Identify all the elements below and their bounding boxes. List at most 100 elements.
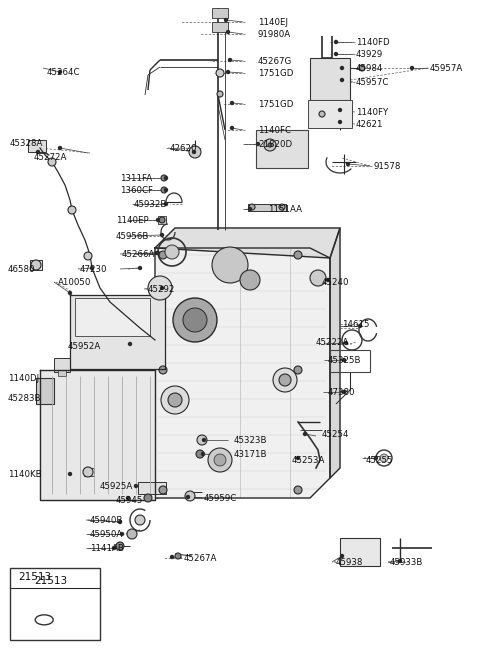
Circle shape xyxy=(203,439,205,441)
Text: 45984: 45984 xyxy=(356,64,384,73)
Circle shape xyxy=(338,121,341,123)
Text: 45945: 45945 xyxy=(116,496,144,505)
Text: 45940B: 45940B xyxy=(90,516,123,525)
Bar xyxy=(308,100,352,128)
Circle shape xyxy=(83,467,93,477)
Text: 21513: 21513 xyxy=(18,572,51,582)
Text: 1140EJ: 1140EJ xyxy=(258,18,288,27)
Text: 42621: 42621 xyxy=(356,120,384,129)
Text: 45957A: 45957A xyxy=(430,64,463,73)
Circle shape xyxy=(139,267,142,269)
Bar xyxy=(212,22,228,32)
Bar xyxy=(138,482,166,494)
Bar xyxy=(310,58,350,100)
Text: 14615: 14615 xyxy=(342,320,370,329)
Bar xyxy=(84,468,94,476)
Text: 45264C: 45264C xyxy=(47,68,81,77)
Bar xyxy=(212,8,228,18)
Bar xyxy=(54,358,70,372)
Circle shape xyxy=(161,175,167,181)
Circle shape xyxy=(68,206,76,214)
Text: 45283B: 45283B xyxy=(8,394,41,403)
Text: 1151AA: 1151AA xyxy=(268,205,302,214)
Circle shape xyxy=(230,102,233,104)
Circle shape xyxy=(214,454,226,466)
Text: 21513: 21513 xyxy=(34,576,67,586)
Bar xyxy=(10,568,100,640)
Circle shape xyxy=(185,491,195,501)
Circle shape xyxy=(297,456,300,460)
Text: 45323B: 45323B xyxy=(234,436,267,445)
Circle shape xyxy=(374,456,377,460)
Circle shape xyxy=(116,542,124,550)
Circle shape xyxy=(216,69,224,77)
Circle shape xyxy=(310,270,326,286)
Circle shape xyxy=(159,486,167,494)
Circle shape xyxy=(183,308,207,332)
Text: 45952A: 45952A xyxy=(68,342,101,351)
Circle shape xyxy=(168,393,182,407)
Circle shape xyxy=(127,529,137,539)
Text: 45240: 45240 xyxy=(322,278,349,287)
Circle shape xyxy=(127,497,130,499)
Circle shape xyxy=(91,267,94,269)
Text: 46580: 46580 xyxy=(8,265,36,274)
Circle shape xyxy=(69,473,72,475)
Text: 47380: 47380 xyxy=(328,388,356,397)
Circle shape xyxy=(345,342,348,344)
Circle shape xyxy=(48,158,56,166)
Circle shape xyxy=(196,450,204,458)
Circle shape xyxy=(36,151,39,153)
Circle shape xyxy=(161,386,189,414)
Circle shape xyxy=(343,391,346,394)
Polygon shape xyxy=(40,370,155,500)
Circle shape xyxy=(170,556,173,559)
Circle shape xyxy=(159,251,167,259)
Circle shape xyxy=(340,67,344,70)
Text: 1140FD: 1140FD xyxy=(356,38,390,47)
Bar xyxy=(30,260,42,270)
Circle shape xyxy=(228,59,231,61)
Bar xyxy=(28,140,46,152)
Circle shape xyxy=(59,70,61,74)
Text: 45325B: 45325B xyxy=(328,356,361,365)
Text: 45272A: 45272A xyxy=(34,153,67,162)
Circle shape xyxy=(197,435,207,445)
Circle shape xyxy=(347,162,349,166)
Text: 45956B: 45956B xyxy=(116,232,149,241)
Text: 45266A: 45266A xyxy=(122,250,156,259)
Circle shape xyxy=(148,276,172,300)
Text: 45938: 45938 xyxy=(336,558,363,567)
Circle shape xyxy=(240,270,260,290)
Text: 1140DJ: 1140DJ xyxy=(8,374,39,383)
Circle shape xyxy=(359,325,361,327)
Polygon shape xyxy=(70,295,165,369)
Text: 1140FY: 1140FY xyxy=(356,108,388,117)
Circle shape xyxy=(192,151,195,153)
Text: 45267A: 45267A xyxy=(184,554,217,563)
Circle shape xyxy=(335,53,337,55)
Text: 45222A: 45222A xyxy=(316,338,349,347)
Text: 91980A: 91980A xyxy=(258,30,291,39)
Circle shape xyxy=(165,177,168,179)
Circle shape xyxy=(156,252,159,254)
Circle shape xyxy=(340,78,344,82)
Text: A10050: A10050 xyxy=(58,278,91,287)
Text: 45253A: 45253A xyxy=(292,456,325,465)
Circle shape xyxy=(112,546,116,550)
Circle shape xyxy=(294,251,302,259)
Text: 45255: 45255 xyxy=(366,456,394,465)
Circle shape xyxy=(398,559,401,563)
Bar xyxy=(248,204,286,211)
Text: 1360CF: 1360CF xyxy=(120,186,153,195)
Bar xyxy=(256,130,308,168)
Circle shape xyxy=(326,278,329,282)
Bar xyxy=(158,216,166,224)
Circle shape xyxy=(134,484,137,488)
Bar xyxy=(340,538,380,566)
Text: 1140KB: 1140KB xyxy=(8,470,42,479)
Circle shape xyxy=(249,204,255,210)
Circle shape xyxy=(268,143,272,147)
Circle shape xyxy=(129,342,132,346)
Text: 1141AB: 1141AB xyxy=(90,544,124,553)
